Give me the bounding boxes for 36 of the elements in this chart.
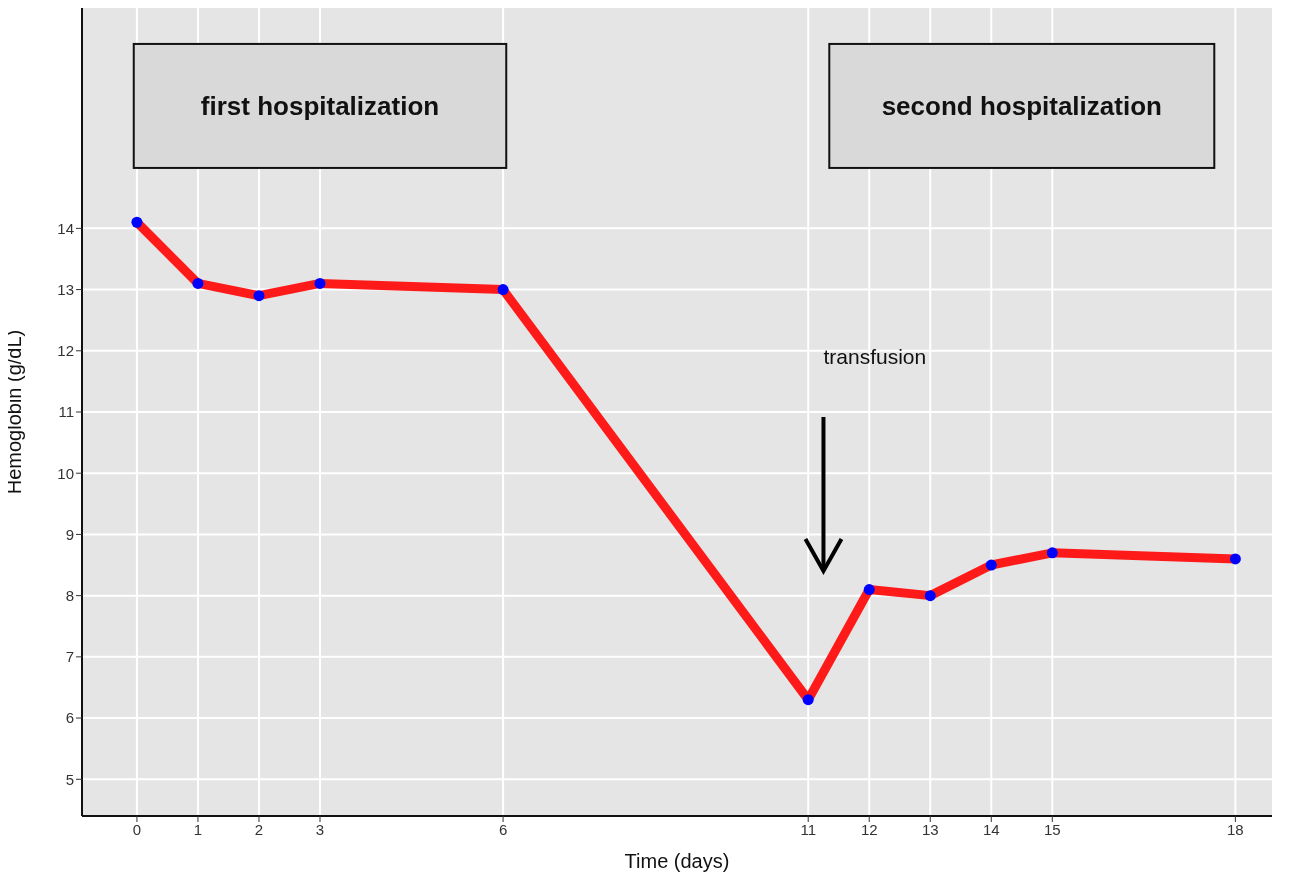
x-tick-label: 14 xyxy=(982,820,1000,838)
point xyxy=(1046,547,1058,559)
x-tick-label: 12 xyxy=(860,820,878,838)
y-tick-label: 6 xyxy=(65,709,74,727)
y-tick-label: 12 xyxy=(57,342,74,360)
x-tick-label: 11 xyxy=(800,820,816,838)
point xyxy=(314,277,326,289)
x-tick-label: 0 xyxy=(132,820,142,838)
y-tick-label: 7 xyxy=(65,648,74,666)
y-tick-label: 5 xyxy=(65,770,74,788)
point xyxy=(985,559,997,571)
point xyxy=(192,277,204,289)
point xyxy=(863,584,875,596)
x-tick-label: 1 xyxy=(193,820,203,838)
point xyxy=(497,284,509,296)
x-tick-label: 3 xyxy=(315,820,325,838)
point xyxy=(802,694,814,706)
x-tick-label: 13 xyxy=(921,820,939,838)
x-tick-label: 15 xyxy=(1043,820,1061,838)
annotation: transfusion xyxy=(823,344,927,368)
point xyxy=(1229,553,1241,565)
y-tick-label: 9 xyxy=(65,525,74,543)
y-tick-label: 10 xyxy=(57,464,74,482)
point xyxy=(924,590,936,602)
point xyxy=(253,290,265,302)
x-tick-label: 18 xyxy=(1227,820,1244,838)
y-tick-label: 13 xyxy=(57,280,74,298)
point xyxy=(131,216,143,228)
y-tick-label: 11 xyxy=(58,403,74,421)
x-axis-title: Time (days) xyxy=(624,850,730,872)
annotation: first hospitalization xyxy=(200,90,440,121)
annotation: second hospitalization xyxy=(881,90,1162,121)
y-tick-label: 8 xyxy=(65,586,74,604)
x-tick-label: 6 xyxy=(498,820,508,838)
y-tick-label: 14 xyxy=(57,219,74,237)
x-tick-label: 2 xyxy=(254,820,264,838)
